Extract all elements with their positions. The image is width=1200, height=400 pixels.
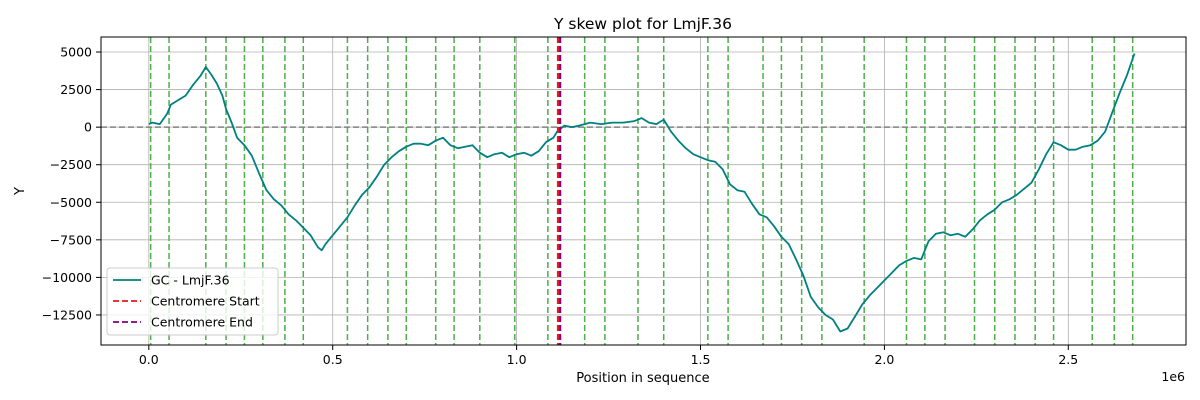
y-axis-label: Y (13, 187, 28, 196)
y-tick-label: 5000 (60, 45, 92, 60)
legend-box (106, 267, 279, 336)
y-tick-label: −5000 (50, 195, 92, 210)
plot-area: 0.0 0.5 1.0 1.5 2.0 2.5 5000 2500 0 −2500 −5000 −75… (42, 36, 1187, 367)
x-axis-label: Position in sequence (576, 371, 709, 386)
x-tick-label: 1.5 (691, 352, 711, 367)
legend-label: GC - LmjF.36 (151, 273, 230, 288)
legend-label: Centromere Start (151, 294, 260, 309)
y-tick-label: −7500 (50, 232, 92, 247)
legend: GC - LmjF.36 Centromere Start Centromere E… (106, 267, 279, 336)
y-tick-label: 2500 (60, 82, 92, 97)
y-tick-label: −2500 (50, 157, 92, 172)
x-tick-label: 1.0 (507, 352, 527, 367)
y-tick-label: 0 (84, 120, 92, 135)
x-tick-label: 2.0 (874, 352, 894, 367)
x-tick-label: 2.5 (1058, 352, 1078, 367)
series-line (148, 53, 1136, 333)
y-tick-label: −12500 (42, 307, 92, 322)
x-tick-label: 0.5 (323, 352, 343, 367)
x-axis-offset-label: 1e6 (1161, 369, 1185, 384)
plot-frame (100, 36, 1187, 346)
chart-title: Y skew plot for LmjF.36 (553, 15, 732, 33)
y-tick-label: −10000 (42, 270, 92, 285)
legend-label: Centromere End (151, 315, 253, 330)
x-tick-label: 0.0 (139, 352, 159, 367)
